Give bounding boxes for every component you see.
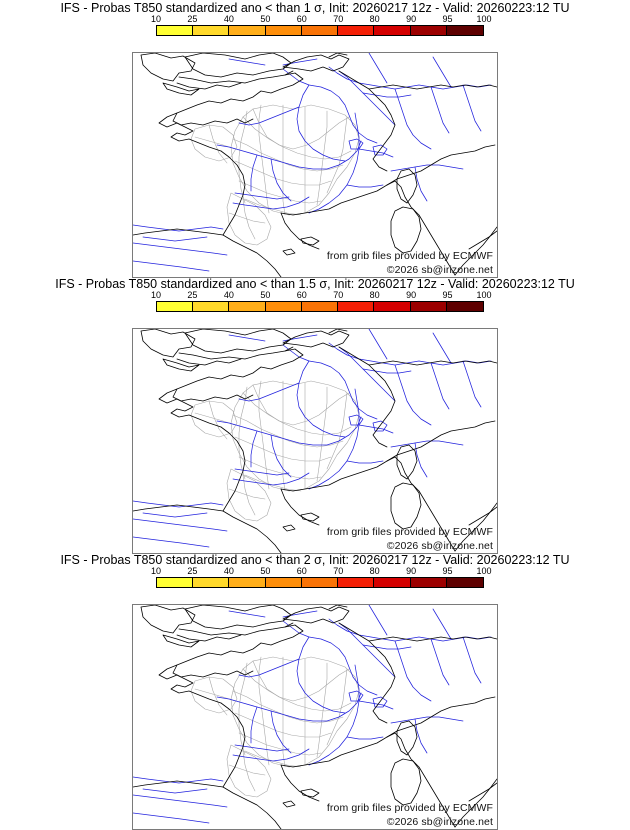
colorbar-swatches [156, 301, 484, 312]
colorbar-tick-labels: 10 25 40 50 60 70 80 90 95 100 [151, 566, 492, 578]
colorbar-tick: 40 [223, 290, 234, 300]
colorbar-tick: 80 [369, 14, 380, 24]
colorbar-segment [229, 26, 266, 35]
colorbar-tick: 80 [369, 566, 380, 576]
department-boundaries [190, 656, 360, 798]
colorbar-segment [301, 578, 339, 587]
colorbar-swatches [156, 577, 484, 588]
colorbar-segment [338, 578, 375, 587]
colorbar-segment [446, 26, 483, 35]
colorbar-tick: 90 [406, 14, 417, 24]
colorbar-tick: 10 [150, 566, 162, 576]
colorbar-segment [157, 302, 194, 311]
colorbar-segment [410, 578, 447, 587]
colorbar-tick: 70 [333, 290, 344, 300]
map-canvas [133, 605, 497, 829]
colorbar-tick: 40 [223, 566, 234, 576]
colorbar-segment [446, 302, 483, 311]
colorbar-tick: 100 [476, 566, 492, 576]
colorbar-tick: 25 [187, 14, 198, 24]
map-credit: from grib files provided by ECMWF [326, 250, 493, 262]
panel-header: IFS - Probas T850 standardized ano < tha… [0, 0, 630, 17]
colorbar-tick: 50 [260, 290, 271, 300]
forecast-panel-2sigma: IFS - Probas T850 standardized ano < tha… [0, 552, 630, 830]
colorbar-swatches [156, 25, 484, 36]
colorbar-segment [265, 578, 302, 587]
colorbar-tick: 90 [406, 290, 417, 300]
map-canvas [133, 329, 497, 553]
forecast-panel-15sigma: IFS - Probas T850 standardized ano < tha… [0, 276, 630, 554]
colorbar-segment [446, 578, 483, 587]
coastlines-and-borders [133, 53, 497, 277]
colorbar-segment [374, 302, 411, 311]
colorbar-segment [265, 302, 302, 311]
colorbar-tick: 10 [150, 290, 162, 300]
colorbar-segment [338, 302, 375, 311]
colorbar-tick: 25 [187, 290, 198, 300]
colorbar-tick: 70 [333, 14, 344, 24]
panel-header: IFS - Probas T850 standardized ano < tha… [0, 276, 630, 293]
colorbar-tick: 95 [442, 290, 453, 300]
panel-header: IFS - Probas T850 standardized ano < tha… [0, 552, 630, 569]
colorbar-tick: 60 [296, 290, 307, 300]
colorbar-tick: 40 [223, 14, 234, 24]
map-copyright: ©2026 sb@irizone.net [386, 816, 493, 828]
colorbar-tick: 25 [187, 566, 198, 576]
colorbar-tick: 100 [476, 14, 492, 24]
colorbar-segment [229, 302, 266, 311]
map-credit: from grib files provided by ECMWF [326, 802, 493, 814]
colorbar-segment [193, 26, 230, 35]
colorbar-2sigma: 10 25 40 50 60 70 80 90 95 100 [151, 566, 492, 594]
colorbar-segment [301, 26, 339, 35]
map-canvas [133, 53, 497, 277]
colorbar-tick: 95 [442, 14, 453, 24]
colorbar-segment [301, 302, 339, 311]
coastlines-and-borders [133, 605, 497, 829]
map-frame-1sigma[interactable]: from grib files provided by ECMWF ©2026 … [132, 52, 498, 278]
colorbar-tick: 100 [476, 290, 492, 300]
colorbar-segment [193, 578, 230, 587]
colorbar-tick: 10 [150, 14, 162, 24]
map-credit: from grib files provided by ECMWF [326, 526, 493, 538]
colorbar-tick: 60 [296, 14, 307, 24]
colorbar-segment [374, 578, 411, 587]
colorbar-segment [157, 578, 194, 587]
river-network [133, 605, 492, 824]
colorbar-segment [338, 26, 375, 35]
colorbar-tick: 90 [406, 566, 417, 576]
colorbar-segment [229, 578, 266, 587]
colorbar-tick: 95 [442, 566, 453, 576]
colorbar-tick: 60 [296, 566, 307, 576]
colorbar-tick-labels: 10 25 40 50 60 70 80 90 95 100 [151, 290, 492, 302]
panel-title: IFS - Probas T850 standardized ano < tha… [60, 1, 570, 15]
colorbar-tick-labels: 10 25 40 50 60 70 80 90 95 100 [151, 14, 492, 26]
colorbar-tick: 70 [333, 566, 344, 576]
map-frame-2sigma[interactable]: from grib files provided by ECMWF ©2026 … [132, 604, 498, 830]
colorbar-1sigma: 10 25 40 50 60 70 80 90 95 100 [151, 14, 492, 42]
colorbar-segment [410, 302, 447, 311]
coastlines-and-borders [133, 329, 497, 553]
map-copyright: ©2026 sb@irizone.net [386, 540, 493, 552]
colorbar-segment [374, 26, 411, 35]
colorbar-tick: 50 [260, 566, 271, 576]
department-boundaries [190, 380, 360, 522]
colorbar-tick: 80 [369, 290, 380, 300]
panel-title: IFS - Probas T850 standardized ano < tha… [55, 277, 575, 291]
map-copyright: ©2026 sb@irizone.net [386, 264, 493, 276]
colorbar-segment [157, 26, 194, 35]
colorbar-segment [193, 302, 230, 311]
colorbar-segment [410, 26, 447, 35]
forecast-panel-1sigma: IFS - Probas T850 standardized ano < tha… [0, 0, 630, 278]
department-boundaries [190, 104, 360, 246]
map-frame-15sigma[interactable]: from grib files provided by ECMWF ©2026 … [132, 328, 498, 554]
colorbar-segment [265, 26, 302, 35]
colorbar-tick: 50 [260, 14, 271, 24]
panel-title: IFS - Probas T850 standardized ano < tha… [60, 553, 570, 567]
colorbar-15sigma: 10 25 40 50 60 70 80 90 95 100 [151, 290, 492, 318]
